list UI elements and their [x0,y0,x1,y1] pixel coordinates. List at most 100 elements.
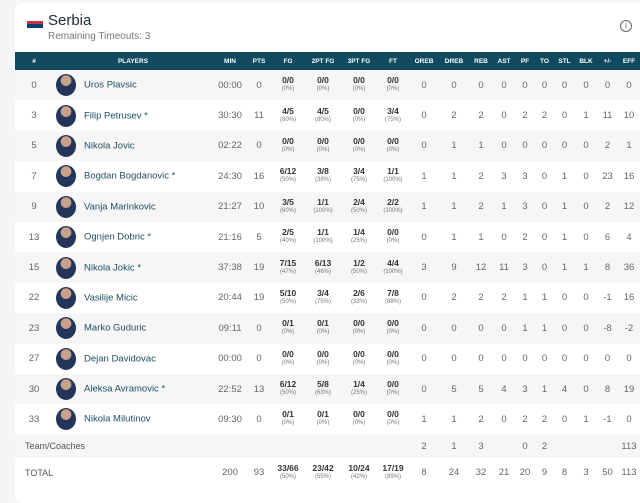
percentage: (0%) [281,420,295,427]
player-row: 30 Aleksa Avramovic * 22:52 13 6/12 (50%) 5/8(… [15,373,640,405]
made-attempted: 0/0 [353,348,365,359]
column-header[interactable]: STL [554,52,575,70]
made-attempted: 0/0 [387,379,399,390]
empty-cell [341,434,377,458]
column-header[interactable]: 3PT FG [341,52,377,70]
pf: 3 [522,170,528,182]
made-attempted: 17/19 [382,462,404,473]
column-header[interactable]: AST [493,52,515,70]
jersey-number: 13 [28,231,40,243]
points: 0 [256,353,262,365]
minutes: 20:44 [218,292,242,304]
player-name-link[interactable]: Nikola Jovic [84,140,135,152]
column-header[interactable]: MIN [213,52,247,70]
made-attempted: 2/5 [282,227,294,238]
minutes: 37:38 [213,252,247,283]
column-header[interactable]: TO [535,52,554,70]
player-cell[interactable]: Dejan Davidovac [53,344,213,374]
pf: 0 [515,130,535,162]
column-header[interactable]: FT [377,52,409,70]
percentage: (0%) [352,359,366,366]
player-cell[interactable]: Ognjen Dobric * [53,222,213,252]
column-header[interactable]: PF [515,52,535,70]
player-avatar [56,347,76,370]
column-header[interactable]: REB [469,52,493,70]
player-name-link[interactable]: Uros Plavsic [84,79,137,91]
made-attempted: 5/8 [317,379,329,390]
blk: 1 [583,110,589,122]
percentage: (50%) [350,268,367,275]
made-attempted: 0/0 [317,75,329,86]
percentage: (0%) [386,86,400,93]
jersey-number: 30 [15,373,53,405]
player-name-link[interactable]: Bogdan Bogdanovic * [84,170,176,182]
minutes: 09:11 [213,313,247,344]
made-attempted: 0/1 [282,409,294,420]
player-cell[interactable]: Nikola Jovic [53,130,213,162]
jersey-number: 22 [28,292,40,304]
player-name-link[interactable]: Dejan Davidovac [84,353,156,365]
jersey-number: 33 [28,413,40,425]
eff: -2 [618,313,640,344]
to: 1 [535,373,554,405]
player-cell[interactable]: Nikola Milutinov [53,404,213,434]
player-name-link[interactable]: Vasilije Micic [84,292,138,304]
ft: 0/0 (0%) [377,404,409,434]
points: 0 [247,130,271,162]
made-attempted: 0/0 [353,409,365,420]
player-cell[interactable]: Nikola Jokic * [53,252,213,283]
stl: 1 [561,170,568,182]
player-name-link[interactable]: Aleksa Avramovic * [84,383,166,395]
made-attempted: 6/13 [314,257,332,268]
column-header[interactable]: BLK [575,52,597,70]
pf: 0 [515,70,535,101]
player-cell[interactable]: Vasilije Micic [53,283,213,313]
column-header[interactable]: # [15,52,53,70]
column-header[interactable]: +/- [597,52,618,70]
points: 5 [256,231,262,243]
player-name-link[interactable]: Nikola Jokic * [84,262,142,274]
ast: 0 [493,130,515,162]
column-header[interactable]: 2PT FG [305,52,341,70]
player-cell[interactable]: Vanja Marinkovic [53,191,213,222]
column-header[interactable]: OREB [409,52,439,70]
player-name-link[interactable]: Marko Guduric [84,322,147,334]
percentage: (0%) [386,238,400,245]
player-name-link[interactable]: Vanja Marinkovic [84,201,156,213]
ft: 0/0 (0%) [377,130,409,162]
player-name-link[interactable]: Nikola Milutinov [84,414,151,425]
player-cell[interactable]: Bogdan Bogdanovic * [53,161,213,191]
player-cell[interactable]: Uros Plavsic [53,70,213,101]
player-cell[interactable]: Marko Guduric [53,313,213,344]
oreb: 0 [421,231,427,243]
percentage: (25%) [350,238,367,245]
stl: 0 [561,413,568,425]
points: 19 [253,292,265,304]
column-header[interactable]: DREB [439,52,469,70]
stl: 0 [554,70,575,101]
percentage: (33%) [350,298,367,305]
made-attempted: 0/1 [317,409,329,420]
percentage: (75%) [384,116,401,123]
plus-minus: 0 [597,70,618,101]
player-name-link[interactable]: Filip Petrusev * [84,110,148,122]
percentage: (0%) [316,86,330,93]
ast: 0 [493,313,515,344]
player-cell[interactable]: Filip Petrusev * [53,100,213,130]
ast: 0 [501,231,507,243]
column-header[interactable]: PLAYERS [53,52,213,70]
percentage: (0%) [352,146,366,153]
made-attempted: 0/0 [317,135,329,146]
percentage: (100%) [383,207,403,214]
column-header[interactable]: EFF [618,52,640,70]
player-name-link[interactable]: Ognjen Dobric * [84,231,152,243]
empty-cell [305,434,341,458]
column-header[interactable]: FG [271,52,305,70]
made-attempted: 1/2 [353,257,365,268]
stl: 0 [561,292,568,304]
info-icon[interactable]: i [620,20,632,32]
column-header[interactable]: PTS [247,52,271,70]
plus-minus: 2 [597,191,618,222]
player-cell[interactable]: Aleksa Avramovic * [53,373,213,405]
percentage: (50%) [350,207,367,214]
